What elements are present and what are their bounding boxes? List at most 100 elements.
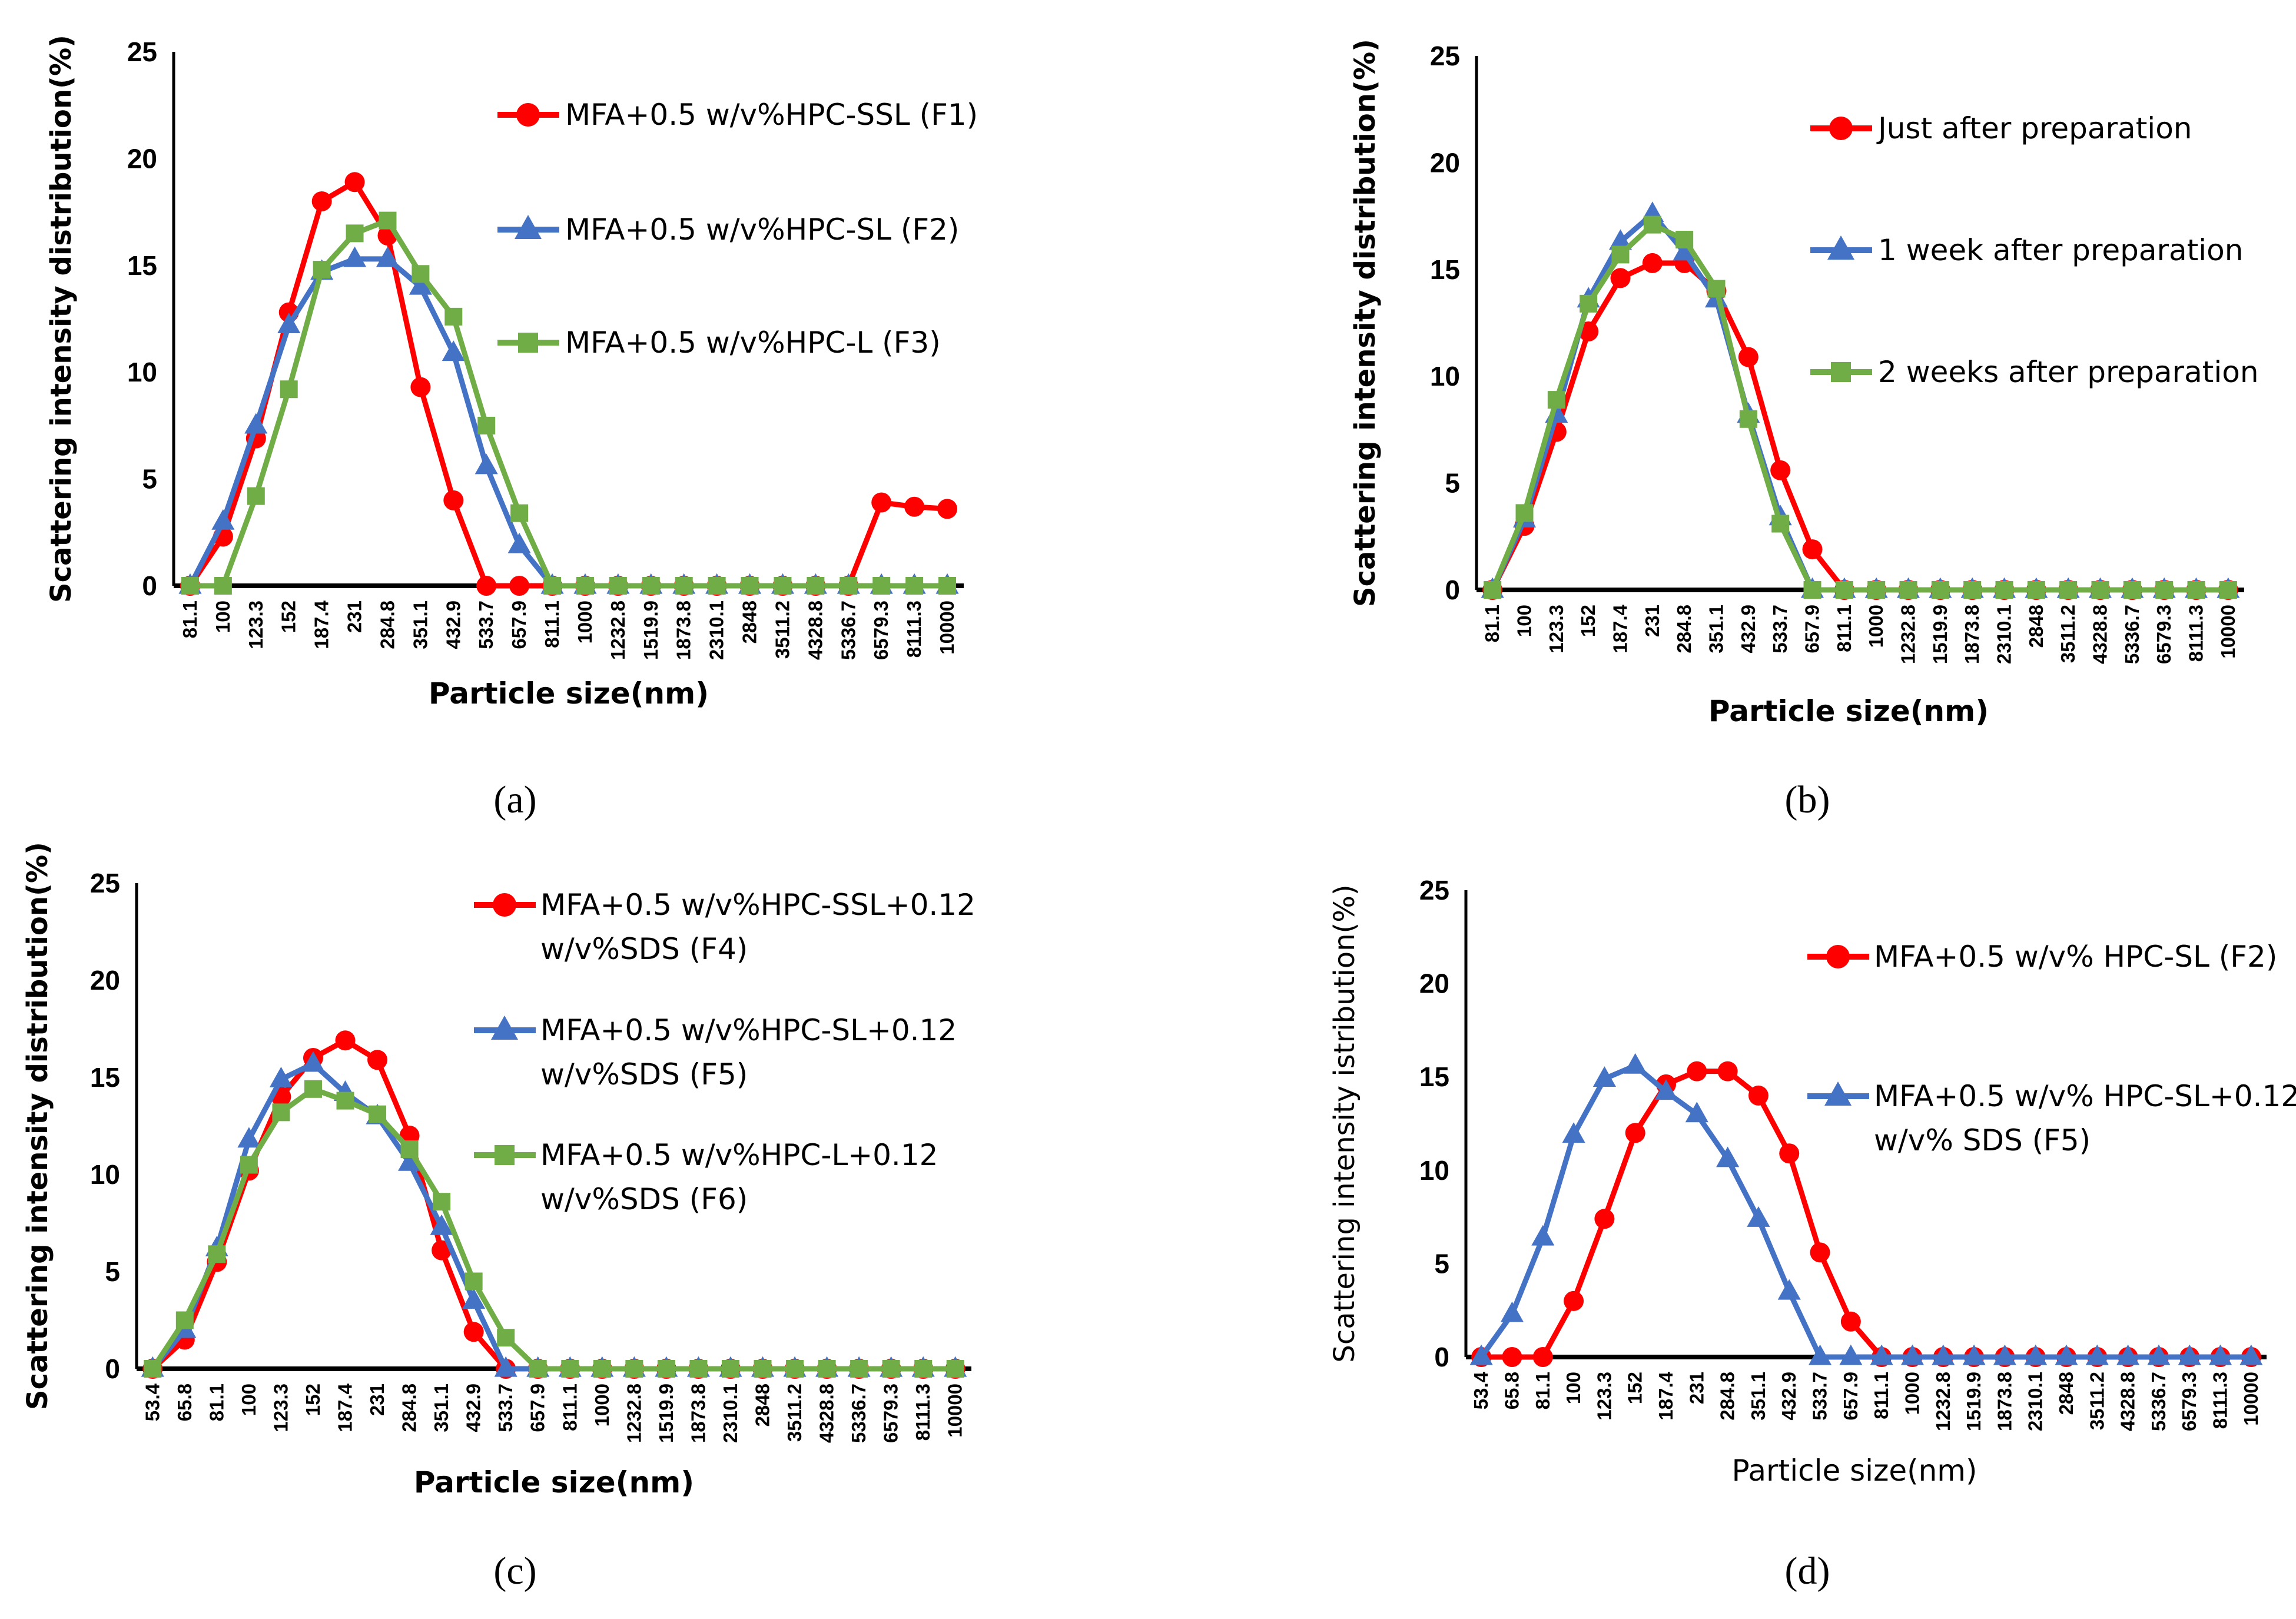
legend-entry: MFA+0.5 w/v% HPC-SL (F2) (1807, 940, 2277, 974)
data-point (301, 1051, 325, 1072)
y-tick-label: 0 (1445, 575, 1460, 605)
data-point (1624, 1053, 1647, 1074)
x-tick-label: 1873.8 (673, 601, 695, 660)
data-point (2155, 581, 2174, 599)
x-tick-label: 657.9 (508, 601, 530, 649)
data-point (240, 1156, 258, 1174)
x-tick-label: 1519.9 (655, 1384, 677, 1443)
data-point (272, 1103, 290, 1122)
data-point (443, 490, 464, 510)
y-tick-label: 5 (1445, 468, 1460, 499)
x-tick-label: 432.9 (1737, 605, 1759, 653)
legend-label: w/v%SDS (F4) (540, 932, 748, 966)
x-tick-label: 2848 (2055, 1372, 2077, 1415)
data-point (313, 261, 331, 279)
legend-label: 2 weeks after preparation (1878, 355, 2259, 389)
legend-marker-circle (516, 103, 540, 127)
data-point (2085, 1344, 2109, 1365)
x-tick-label: 1232.8 (607, 601, 629, 660)
x-tick-label: 1000 (574, 601, 596, 643)
legend-label: 1 week after preparation (1878, 233, 2243, 267)
legend-marker-triangle (515, 215, 542, 239)
x-tick-label: 1873.8 (1993, 1372, 2015, 1431)
data-point (1673, 240, 1696, 261)
x-tick-label: 284.8 (399, 1384, 420, 1432)
y-tick-label: 15 (1430, 254, 1460, 285)
y-tick-label: 25 (1430, 41, 1460, 71)
data-point (244, 413, 268, 434)
data-point (277, 313, 301, 333)
data-point (269, 1067, 293, 1087)
y-tick-label: 20 (90, 965, 120, 996)
x-axis-title: Particle size(nm) (1732, 1454, 1978, 1488)
chart-panel-a: 0 5 10 15 20 25 81.1 100 123.3 152 187.4 231 284.8 35… (45, 35, 978, 821)
legend-entry: MFA+0.5 w/v%HPC-SL (F2) (497, 213, 959, 247)
x-tick-label: 187.4 (334, 1383, 356, 1432)
data-point (625, 1360, 643, 1378)
data-point (543, 577, 562, 595)
x-tick-label: 3511.2 (784, 1384, 805, 1442)
x-tick-label: 100 (212, 601, 234, 633)
data-point (410, 377, 431, 397)
x-tick-label: 10000 (944, 1384, 966, 1438)
x-tick-label: 6579.3 (2178, 1372, 2200, 1431)
legend-marker-square (495, 1145, 515, 1165)
data-point (1469, 1344, 1493, 1365)
series-line (1490, 260, 2228, 593)
x-tick-label: 657.9 (1840, 1372, 1862, 1421)
data-point (1932, 1344, 1955, 1365)
x-tick-label: 533.7 (1769, 605, 1791, 653)
x-tick-label: 231 (344, 601, 366, 633)
x-tick-label: 1873.8 (1961, 605, 1983, 664)
data-point (1562, 1122, 1585, 1143)
panel-caption: (c) (493, 1550, 536, 1593)
x-tick-label: 2310.1 (706, 601, 728, 660)
y-tick-label: 0 (142, 570, 157, 601)
legend-label: MFA+0.5 w/v%HPC-L (F3) (565, 326, 941, 360)
data-point (657, 1360, 675, 1378)
data-point (432, 1240, 452, 1260)
data-point (1502, 1347, 1522, 1367)
legend-label: Just after preparation (1876, 111, 2192, 145)
legend-marker-square (1831, 362, 1851, 382)
data-point (1707, 280, 1726, 298)
y-tick-label: 0 (105, 1353, 120, 1384)
data-point (462, 1288, 486, 1309)
x-tick-label: 657.9 (1801, 605, 1823, 653)
x-tick-label: 231 (1641, 605, 1663, 637)
data-point (409, 274, 432, 295)
data-point (946, 1360, 964, 1378)
y-tick-label: 0 (1434, 1342, 1449, 1372)
x-tick-label: 1232.8 (1932, 1372, 1954, 1431)
legend-marker-triangle (1827, 235, 1854, 260)
x-tick-label: 533.7 (1809, 1372, 1831, 1421)
data-point (1899, 581, 1917, 599)
data-point (1611, 245, 1630, 264)
chart-panel-c: 0 5 10 15 20 25 53.4 65.8 81.1 100 123.3 152 187.4 23… (21, 842, 976, 1593)
data-point (476, 576, 497, 596)
data-point (369, 1105, 387, 1123)
data-point (642, 577, 660, 595)
y-tick-label: 20 (127, 143, 157, 174)
data-point (2024, 1344, 2048, 1365)
data-point (509, 576, 530, 596)
data-point (335, 1030, 356, 1051)
data-point (379, 211, 397, 230)
data-point (1963, 581, 1982, 599)
data-point (1716, 1146, 1740, 1167)
x-tick-label: 351.1 (430, 1384, 452, 1432)
series-triangle (1469, 1053, 2263, 1365)
x-tick-label: 1519.9 (640, 601, 662, 660)
data-point (708, 577, 726, 595)
data-point (1870, 1344, 1893, 1365)
data-point (1747, 1206, 1770, 1227)
data-point (280, 380, 298, 399)
x-axis-title: Particle size(nm) (429, 676, 709, 711)
data-point (754, 1360, 772, 1378)
x-tick-label: 8111.3 (2209, 1372, 2231, 1429)
x-axis-title: Particle size(nm) (1708, 694, 1989, 728)
data-point (1738, 347, 1759, 367)
chart-panel-b: 0 5 10 15 20 25 81.1 100 123.3 152 187.4 231 284.8 35… (1349, 39, 2259, 821)
panel-caption: (d) (1785, 1550, 1830, 1593)
